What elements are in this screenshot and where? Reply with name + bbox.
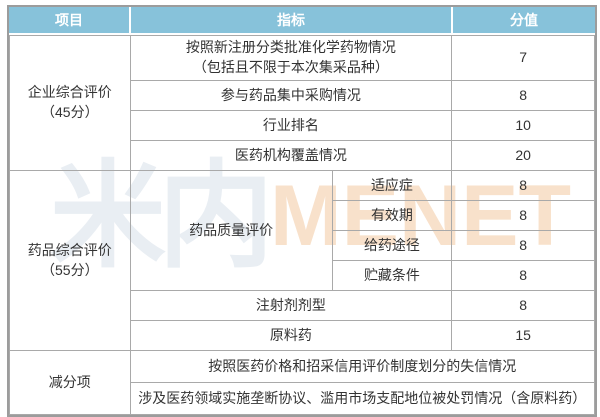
score-cell: 10 (451, 110, 595, 141)
table-row: 涉及医药领域实施垄断协议、滥用市场支配地位被处罚情况（含原料药） (10, 382, 596, 415)
score-cell: 8 (451, 290, 595, 321)
quality-group-cell: 药品质量评价 (129, 170, 333, 291)
indicator-cell: 行业排名 (129, 110, 453, 141)
indicator-cell: 医药机构覆盖情况 (129, 140, 453, 171)
table-row: 注射剂剂型 8 (10, 290, 595, 321)
header-cell-indicator: 指标 (131, 7, 451, 33)
table-row: 企业综合评价 （45分） 按照新注册分类批准化学药物情况 （包括且不限于本次集采… (9, 35, 595, 171)
table-row: 医药机构覆盖情况 20 (10, 140, 595, 171)
sub-indicator-cell: 给药途径 (331, 230, 453, 261)
deduction-indicator-cell: 涉及医药领域实施垄断协议、滥用市场支配地位被处罚情况（含原料药） (129, 382, 596, 415)
score-cell: 15 (451, 320, 595, 351)
score-table-container: 项目 指标 分值 企业综合评价 （45分） 按照新注册分类批准化学药物情况 （包… (7, 5, 597, 417)
table-row: 药品综合评价 （55分） 药品质量评价 适应症 8 (9, 170, 595, 351)
table-row: 减分项 按照医药价格和招采信用评价制度划分的失信情况 (9, 350, 596, 415)
table-row: 贮藏条件 8 (10, 260, 595, 291)
score-table: 企业综合评价 （45分） 按照新注册分类批准化学药物情况 （包括且不限于本次集采… (9, 35, 596, 415)
sub-indicator-cell: 适应症 (331, 170, 453, 201)
score-cell: 8 (451, 230, 595, 261)
indicator-cell: 原料药 (129, 320, 453, 351)
table-row: 有效期 8 (10, 200, 595, 231)
indicator-cell: 注射剂剂型 (129, 290, 453, 321)
category-cell-drug: 药品综合评价 （55分） (9, 170, 131, 351)
score-cell: 8 (451, 170, 595, 201)
header-cell-score: 分值 (453, 7, 595, 33)
score-cell: 8 (451, 200, 595, 231)
score-cell: 20 (451, 140, 595, 171)
score-cell: 8 (451, 80, 595, 111)
header-cell-item: 项目 (9, 7, 129, 33)
score-cell: 8 (451, 260, 595, 291)
sub-indicator-cell: 有效期 (331, 200, 453, 231)
category-cell-deduction: 减分项 (9, 350, 131, 415)
table-row: 给药途径 8 (10, 230, 595, 261)
score-cell: 7 (451, 35, 595, 81)
sub-indicator-cell: 贮藏条件 (331, 260, 453, 291)
deduction-indicator-cell: 按照医药价格和招采信用评价制度划分的失信情况 (129, 350, 596, 383)
indicator-cell: 参与药品集中采购情况 (129, 80, 453, 111)
table-row: 参与药品集中采购情况 8 (10, 80, 595, 111)
category-cell-enterprise: 企业综合评价 （45分） (9, 35, 131, 171)
indicator-cell: 按照新注册分类批准化学药物情况 （包括且不限于本次集采品种） (129, 35, 453, 81)
table-header-row: 项目 指标 分值 (9, 7, 595, 35)
